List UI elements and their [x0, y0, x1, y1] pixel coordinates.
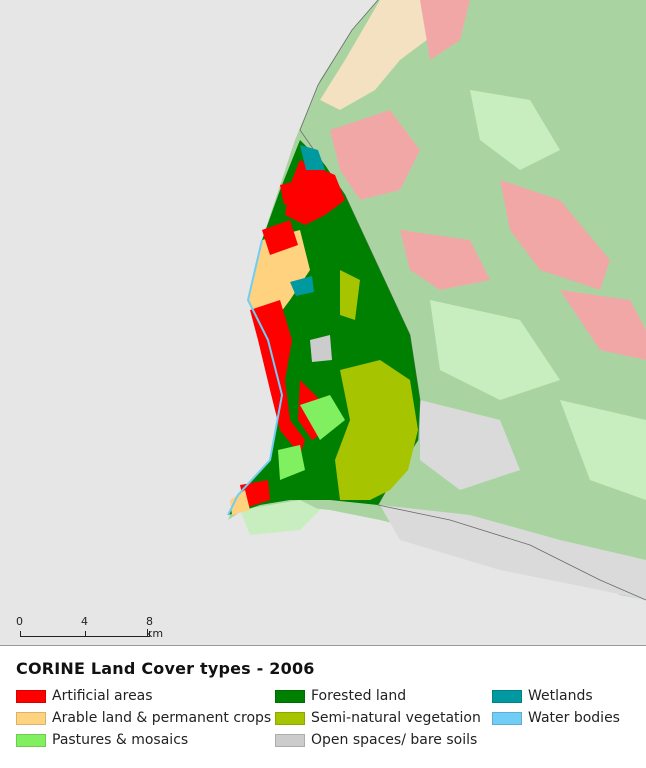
legend-swatch-wetlands	[492, 689, 522, 703]
wetland-area-2	[290, 276, 314, 296]
legend-label-forested: Forested land	[311, 688, 407, 704]
scale-tick-8	[149, 631, 150, 637]
outside-artificial-3	[500, 180, 610, 290]
pasture-area-1	[300, 395, 345, 440]
outside-artificial-1	[330, 110, 420, 200]
legend-item-water-bodies: Water bodies	[492, 709, 620, 727]
semi-natural-area-mid	[340, 270, 360, 320]
legend: CORINE Land Cover types - 2006 Artificia…	[0, 646, 646, 768]
legend-swatch-water-bodies	[492, 711, 522, 725]
legend-item-wetlands: Wetlands	[492, 687, 593, 705]
legend-swatch-pastures	[16, 733, 46, 747]
artificial-area-north-3	[262, 220, 298, 255]
outside-artificial-2	[420, 0, 470, 60]
pasture-area-2	[278, 445, 305, 480]
legend-item-pastures: Pastures & mosaics	[16, 731, 188, 749]
land-cover-map	[227, 0, 646, 601]
scale-label-4: 4	[81, 615, 88, 628]
legend-label-arable: Arable land & permanent crops	[52, 710, 272, 726]
outside-artificial-4	[560, 290, 646, 360]
legend-title: CORINE Land Cover types - 2006	[16, 659, 315, 678]
legend-label-open-spaces: Open spaces/ bare soils	[311, 732, 478, 748]
legend-label-pastures: Pastures & mosaics	[52, 732, 189, 748]
legend-label-artificial: Artificial areas	[52, 688, 153, 704]
outside-arable-north	[320, 0, 450, 110]
wetland-area	[300, 145, 325, 170]
legend-item-open-spaces: Open spaces/ bare soils	[275, 731, 477, 749]
scale-bar: 0 4 8 km	[14, 616, 164, 640]
legend-item-forested: Forested land	[275, 687, 406, 705]
scale-label-8: 8 km	[146, 615, 164, 640]
admin-border-south	[377, 504, 646, 601]
legend-swatch-artificial	[16, 689, 46, 703]
legend-item-arable: Arable land & permanent crops	[16, 709, 271, 727]
map-area[interactable]: 0 4 8 km	[0, 0, 646, 646]
open-area-1	[310, 335, 332, 362]
legend-label-semi-natural: Semi-natural vegetation	[311, 710, 481, 726]
arable-area-south	[230, 490, 250, 515]
scale-tick-4	[85, 631, 86, 637]
scale-tick-0	[20, 631, 21, 637]
outside-pasture-3	[560, 400, 646, 500]
semi-natural-area-south	[335, 360, 418, 500]
legend-label-water-bodies: Water bodies	[528, 710, 620, 726]
legend-item-semi-natural: Semi-natural vegetation	[275, 709, 481, 727]
legend-swatch-semi-natural	[275, 711, 305, 725]
arable-area-west	[248, 230, 310, 330]
legend-swatch-open-spaces	[275, 733, 305, 747]
scale-label-0: 0	[16, 615, 23, 628]
study-area	[227, 140, 420, 516]
outside-open-2	[380, 505, 646, 600]
outside-open-1	[420, 400, 520, 490]
artificial-area-north-2	[280, 180, 300, 205]
legend-swatch-forested	[275, 689, 305, 703]
outside-pasture-1	[470, 90, 560, 170]
coastline-water	[227, 239, 284, 516]
legend-swatch-arable	[16, 711, 46, 725]
outside-pasture-south	[240, 500, 320, 535]
legend-label-wetlands: Wetlands	[528, 688, 593, 704]
outside-pasture-2	[430, 300, 560, 400]
legend-item-artificial: Artificial areas	[16, 687, 153, 705]
artificial-area-north	[285, 160, 345, 225]
outside-artificial-5	[400, 230, 490, 290]
